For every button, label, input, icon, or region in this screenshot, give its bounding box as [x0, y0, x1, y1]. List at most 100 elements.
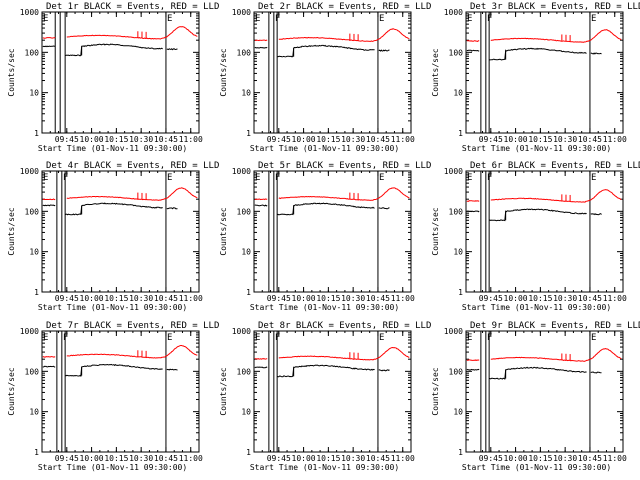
detector-panel-8: Det 8r BLACK = Events, RED = LLD 1 10 100 10…: [219, 321, 431, 472]
x-tick-label: 09:45: [479, 135, 503, 144]
flag-marker-E: E: [467, 333, 472, 343]
lld-series-line: [278, 28, 410, 42]
events-series-line-late: [378, 369, 390, 372]
events-series-line: [64, 202, 163, 216]
flag-marker-E: E: [167, 14, 172, 24]
detector-panel-6: Det 6r BLACK = Events, RED = LLD 1 10 100 10…: [431, 161, 640, 312]
y-tick-label: 1000: [232, 327, 251, 336]
flag-marker-F: F: [487, 14, 492, 24]
x-tick-label: 09:45: [479, 454, 503, 463]
flag-marker-E: E: [591, 14, 596, 24]
flag-marker-E: E: [43, 333, 48, 343]
x-tick-label: 10:30: [553, 454, 577, 463]
y-tick-label: 1: [34, 448, 39, 457]
y-tick-label: 100: [237, 367, 252, 376]
y-axis-label: Counts/sec: [7, 48, 16, 96]
x-tick-label: 09:45: [267, 454, 291, 463]
events-series-line-late: [590, 371, 602, 374]
events-series-line-late: [590, 213, 602, 216]
panel-title: Det 8r BLACK = Events, RED = LLD: [258, 321, 431, 331]
y-tick-label: 1: [458, 448, 463, 457]
x-axis-label: Start Time (01-Nov-11 09:30:00): [38, 144, 187, 153]
y-axis-label: Counts/sec: [219, 367, 228, 415]
x-tick-label: 10:45: [154, 294, 178, 303]
lld-series-line-early: [254, 39, 268, 42]
events-series-line-early: [466, 210, 480, 213]
x-tick-label: 10:00: [292, 294, 316, 303]
flag-marker-E: E: [255, 333, 260, 343]
y-tick-label: 1000: [444, 8, 463, 17]
y-tick-label: 100: [449, 207, 464, 216]
y-tick-label: 1000: [20, 327, 39, 336]
flag-marker-E: E: [167, 173, 172, 183]
y-axis-label: Counts/sec: [7, 207, 16, 255]
x-tick-label: 10:30: [129, 454, 153, 463]
detector-panel-2: Det 2r BLACK = Events, RED = LLD 1 10 100 10…: [219, 2, 431, 153]
lld-series-line: [66, 26, 198, 40]
y-tick-label: 10: [241, 89, 251, 98]
x-tick-label: 11:00: [603, 135, 627, 144]
events-series-line: [277, 44, 375, 58]
x-tick-label: 10:45: [154, 135, 178, 144]
detector-panel-5: Det 5r BLACK = Events, RED = LLD 1 10 100 10…: [219, 161, 431, 312]
y-tick-label: 1000: [232, 167, 251, 176]
x-tick-label: 10:15: [316, 135, 340, 144]
y-tick-label: 1: [34, 288, 39, 297]
panel-title: Det 7r BLACK = Events, RED = LLD: [46, 321, 219, 331]
events-series-line-late: [590, 52, 602, 55]
y-tick-label: 100: [237, 207, 252, 216]
x-tick-label: 10:45: [578, 454, 602, 463]
flag-marker-E: E: [43, 173, 48, 183]
lld-series-line-early: [42, 198, 56, 201]
panel-title: Det 2r BLACK = Events, RED = LLD: [258, 2, 431, 12]
lld-series-line: [490, 348, 622, 362]
x-tick-label: 10:45: [366, 135, 390, 144]
flag-marker-E: E: [591, 173, 596, 183]
panel-title: Det 3r BLACK = Events, RED = LLD: [470, 2, 640, 12]
x-tick-label: 09:45: [55, 294, 79, 303]
y-axis-label: Counts/sec: [431, 48, 440, 96]
flag-marker-F: F: [275, 333, 280, 343]
panel-title: Det 6r BLACK = Events, RED = LLD: [470, 161, 640, 171]
x-tick-label: 11:00: [603, 294, 627, 303]
x-axis-label: Start Time (01-Nov-11 09:30:00): [38, 463, 187, 472]
x-tick-label: 10:30: [129, 294, 153, 303]
x-tick-label: 10:00: [504, 135, 528, 144]
events-series-line-late: [378, 207, 390, 210]
x-tick-label: 10:15: [104, 135, 128, 144]
y-tick-label: 100: [449, 48, 464, 57]
flag-marker-E: E: [167, 333, 172, 343]
lld-series-line-early: [42, 37, 56, 39]
flag-marker-E: E: [467, 173, 472, 183]
lld-series-line-early: [466, 40, 480, 42]
flag-marker-E: E: [255, 14, 260, 24]
events-series-line-late: [166, 48, 178, 51]
y-tick-label: 10: [453, 89, 463, 98]
panel-title: Det 1r BLACK = Events, RED = LLD: [46, 2, 219, 12]
flag-marker-E: E: [379, 333, 384, 343]
x-tick-label: 10:00: [80, 294, 104, 303]
events-series-line-early: [254, 46, 268, 49]
x-tick-label: 09:45: [267, 294, 291, 303]
detector-panel-1: Det 1r BLACK = Events, RED = LLD 1 10 100 10…: [7, 2, 219, 153]
y-tick-label: 10: [29, 89, 39, 98]
panel-title: Det 9r BLACK = Events, RED = LLD: [470, 321, 640, 331]
x-tick-label: 10:45: [366, 454, 390, 463]
x-tick-label: 09:45: [55, 454, 79, 463]
x-tick-label: 10:00: [292, 454, 316, 463]
events-series-line-early: [254, 366, 268, 369]
y-tick-label: 1: [246, 129, 251, 138]
detector-panel-4: Det 4r BLACK = Events, RED = LLD 1 10 100 10…: [7, 161, 219, 312]
y-tick-label: 1000: [232, 8, 251, 17]
lld-series-line: [490, 29, 622, 43]
events-series-line: [276, 202, 375, 216]
x-tick-label: 10:15: [528, 135, 552, 144]
x-axis-label: Start Time (01-Nov-11 09:30:00): [250, 144, 399, 153]
x-tick-label: 10:15: [316, 294, 340, 303]
y-tick-label: 100: [449, 367, 464, 376]
lld-series-line: [66, 187, 198, 201]
y-axis-label: Counts/sec: [7, 367, 16, 415]
x-axis-label: Start Time (01-Nov-11 09:30:00): [462, 463, 611, 472]
y-tick-label: 100: [237, 48, 252, 57]
x-tick-label: 10:30: [129, 135, 153, 144]
